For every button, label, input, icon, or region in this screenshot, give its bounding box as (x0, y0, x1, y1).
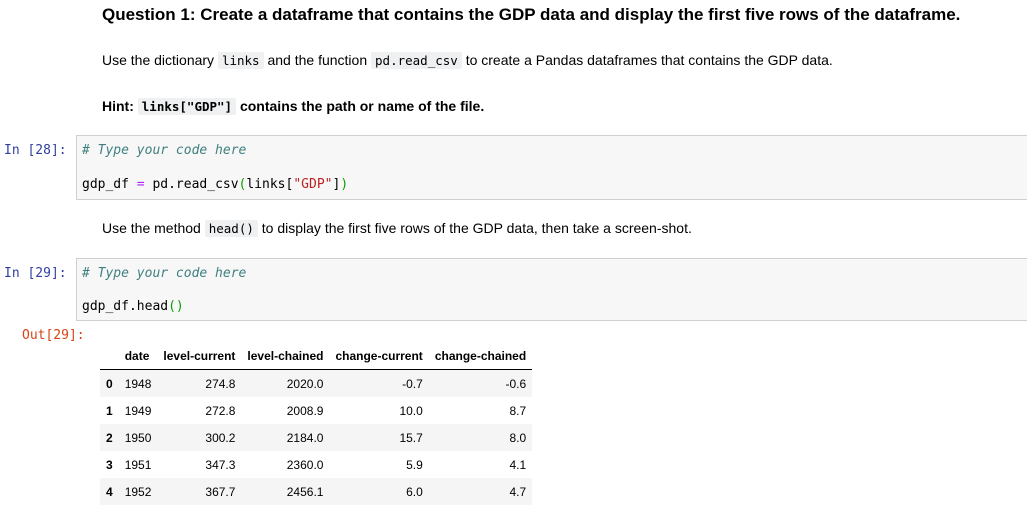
question-title: Question 1: Create a dataframe that cont… (102, 5, 961, 24)
hint-description: contains the path or name of the file. (236, 98, 485, 114)
cell-change-chained: 4.7 (509, 484, 527, 499)
cell-level-current: 347.3 (205, 457, 236, 472)
hint-label: Hint: (102, 98, 138, 114)
cell-change-current: 6.0 (406, 484, 423, 499)
code-line-head: gdp_df.head() (82, 299, 184, 314)
cell-prompt-in-28: In [28]: (4, 143, 67, 158)
cell-change-chained: 8.0 (509, 430, 527, 445)
cell-level-chained: 2360.0 (286, 457, 324, 472)
cell-change-current: 15.7 (399, 430, 423, 445)
cell-date: 1950 (124, 430, 152, 445)
cell-level-chained: 2456.1 (286, 484, 324, 499)
table-row: 4 1952 367.7 2456.1 6.0 4.7 (100, 478, 533, 505)
cell-level-current: 272.8 (205, 403, 236, 418)
code-cell-28[interactable]: # Type your code here gdp_df = pd.read_c… (76, 135, 1027, 200)
table-row: 1 1949 272.8 2008.9 10.0 8.7 (100, 397, 532, 424)
instruction-text: and the function (263, 52, 372, 68)
column-header-change-current: change-current (329, 342, 429, 370)
dataframe-output: date level-current level-chained change-… (100, 342, 533, 505)
inline-code-head: head() (204, 220, 258, 237)
row-index: 4 (106, 484, 113, 499)
instruction-read-csv: Use the dictionary links and the functio… (102, 52, 833, 69)
cell-date: 1949 (124, 403, 152, 418)
cell-change-chained: -0.6 (505, 376, 527, 391)
row-index: 3 (106, 457, 113, 472)
inline-code-read-csv: pd.read_csv (371, 52, 462, 69)
column-header-date: date (118, 342, 158, 370)
cell-prompt-out-29: Out[29]: (22, 328, 85, 343)
row-index: 1 (106, 403, 113, 418)
column-header-level-current: level-current (157, 342, 242, 370)
inline-code-links: links (217, 52, 264, 69)
cell-change-current: 5.9 (406, 457, 423, 472)
cell-level-current: 367.7 (205, 484, 236, 499)
table-row: 3 1951 347.3 2360.0 5.9 4.1 (100, 451, 532, 478)
table-row: 2 1950 300.2 2184.0 15.7 8.0 (100, 424, 533, 451)
instruction-text: Use the dictionary (102, 52, 218, 68)
code-line-read-csv: gdp_df = pd.read_csv(links["GDP"]) (82, 177, 349, 192)
column-header-change-chained: change-chained (428, 342, 533, 370)
cell-change-current: 10.0 (399, 403, 423, 418)
cell-level-current: 274.8 (205, 376, 236, 391)
code-cell-29[interactable]: # Type your code here gdp_df.head() (76, 258, 1027, 321)
code-comment: # Type your code here (82, 143, 247, 158)
code-comment: # Type your code here (82, 266, 247, 281)
cell-change-current: -0.7 (402, 376, 423, 391)
cell-date: 1948 (124, 376, 152, 391)
table-header-row: date level-current level-chained change-… (100, 342, 533, 370)
index-header (100, 342, 119, 370)
cell-prompt-in-29: In [29]: (4, 266, 67, 281)
cell-level-chained: 2020.0 (286, 376, 324, 391)
table-row: 0 1948 274.8 2020.0 -0.7 -0.6 (100, 369, 533, 397)
instruction-text: Use the method (102, 220, 205, 236)
instruction-text: to display the first five rows of the GD… (257, 220, 692, 236)
inline-code-links-gdp: links["GDP"] (137, 98, 237, 115)
column-header-level-chained: level-chained (241, 342, 330, 370)
cell-change-chained: 8.7 (509, 403, 527, 418)
cell-level-current: 300.2 (205, 430, 236, 445)
cell-level-chained: 2008.9 (286, 403, 324, 418)
cell-date: 1951 (124, 457, 152, 472)
cell-date: 1952 (124, 484, 152, 499)
instruction-head: Use the method head() to display the fir… (102, 220, 692, 237)
row-index: 0 (106, 376, 113, 391)
row-index: 2 (106, 430, 113, 445)
cell-change-chained: 4.1 (509, 457, 527, 472)
cell-level-chained: 2184.0 (286, 430, 324, 445)
instruction-text: to create a Pandas dataframes that conta… (461, 52, 833, 68)
hint-text: Hint: links["GDP"] contains the path or … (102, 98, 485, 115)
